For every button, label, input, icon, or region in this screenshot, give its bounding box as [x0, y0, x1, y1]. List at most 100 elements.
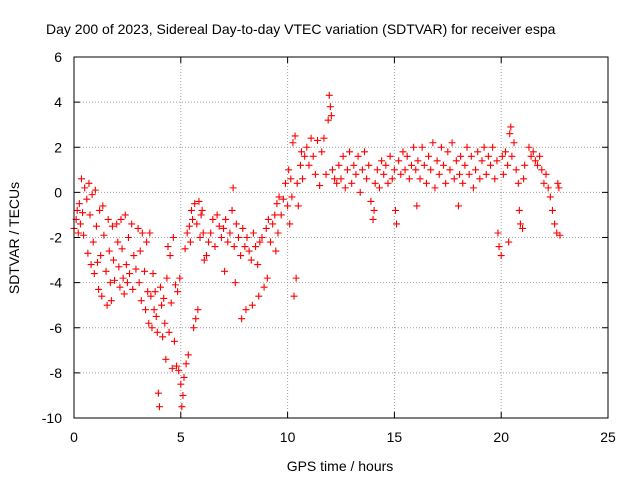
data-point — [290, 292, 298, 300]
data-point — [231, 279, 239, 287]
data-point — [296, 161, 304, 169]
data-point — [516, 220, 524, 228]
y-tick-label: -6 — [50, 320, 63, 336]
data-point — [431, 184, 439, 192]
data-point — [531, 157, 539, 165]
data-point — [288, 193, 296, 201]
data-point — [493, 157, 501, 165]
data-point — [546, 193, 554, 201]
data-point — [194, 306, 202, 314]
data-point — [454, 202, 462, 210]
data-point — [382, 161, 390, 169]
data-point — [504, 161, 512, 169]
data-point — [163, 274, 171, 282]
data-point — [326, 103, 334, 111]
data-point — [390, 166, 398, 174]
data-point — [427, 166, 435, 174]
data-point — [161, 319, 169, 327]
data-point — [269, 220, 277, 228]
chart-title: Day 200 of 2023, Sidereal Day-to-day VTE… — [46, 21, 556, 37]
data-point — [467, 152, 475, 160]
data-point — [245, 247, 253, 255]
data-point — [525, 143, 533, 151]
data-point — [305, 161, 313, 169]
data-point — [373, 166, 381, 174]
data-point — [264, 215, 272, 223]
data-point — [197, 211, 205, 219]
x-tick-label: 20 — [493, 429, 509, 445]
data-point — [152, 312, 160, 320]
data-point — [314, 136, 322, 144]
data-point — [425, 152, 433, 160]
data-point — [79, 209, 87, 217]
data-point — [84, 249, 92, 257]
data-point — [158, 301, 166, 309]
y-tick-label: -4 — [50, 275, 63, 291]
data-point — [105, 247, 113, 255]
data-point — [463, 143, 471, 151]
data-point — [369, 215, 377, 223]
data-point — [73, 206, 81, 214]
data-point — [494, 229, 502, 237]
data-point — [192, 315, 200, 323]
data-point — [354, 152, 362, 160]
data-point — [413, 202, 421, 210]
data-point — [393, 220, 401, 228]
data-point — [90, 270, 98, 278]
data-point — [124, 234, 132, 241]
data-point — [555, 184, 563, 192]
data-point — [293, 179, 301, 187]
data-point — [104, 215, 112, 223]
data-point — [119, 274, 127, 282]
data-point — [414, 157, 422, 165]
data-point — [180, 373, 188, 381]
data-point — [157, 283, 165, 291]
data-point — [106, 279, 114, 287]
data-point — [144, 288, 152, 296]
data-point — [121, 211, 129, 219]
data-point — [137, 297, 145, 305]
data-point — [120, 290, 128, 298]
data-point — [452, 157, 460, 165]
data-point — [198, 206, 206, 214]
data-point — [209, 215, 217, 223]
data-points — [70, 91, 564, 411]
data-point — [95, 285, 103, 293]
data-point — [232, 220, 240, 228]
data-point — [81, 184, 89, 192]
data-point — [279, 195, 287, 203]
data-point — [309, 152, 317, 160]
data-point — [422, 179, 430, 187]
data-point — [75, 200, 83, 208]
data-point — [346, 148, 354, 156]
data-point — [243, 234, 251, 241]
data-point — [110, 256, 118, 264]
data-point — [196, 234, 204, 241]
y-tick-label: 2 — [54, 139, 62, 155]
data-point — [273, 200, 281, 208]
data-point — [159, 333, 167, 341]
data-point — [352, 170, 360, 178]
data-point — [162, 355, 170, 363]
x-tick-label: 25 — [600, 429, 616, 445]
data-point — [365, 161, 373, 169]
data-point — [442, 179, 450, 187]
data-point — [515, 206, 523, 214]
data-point — [237, 252, 245, 260]
data-point — [512, 166, 520, 174]
data-point — [142, 306, 150, 314]
data-point — [375, 184, 383, 192]
data-point — [478, 157, 486, 165]
data-point — [191, 200, 199, 208]
data-point — [260, 283, 268, 291]
data-point — [476, 175, 484, 183]
data-point — [229, 184, 237, 192]
data-point — [307, 134, 315, 142]
data-point — [536, 152, 544, 160]
data-point — [153, 328, 161, 336]
x-axis-label: GPS time / hours — [287, 458, 394, 474]
data-point — [199, 229, 207, 237]
data-point — [220, 224, 228, 232]
data-point — [491, 175, 499, 183]
